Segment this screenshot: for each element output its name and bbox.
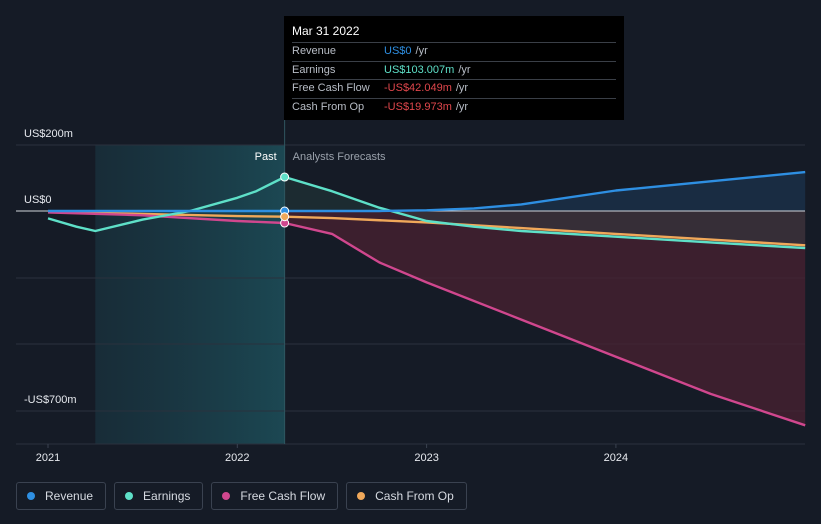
- legend-label: Revenue: [45, 489, 94, 503]
- chart-legend: Revenue Earnings Free Cash Flow Cash Fro…: [16, 482, 467, 510]
- tooltip-unit: /yr: [455, 82, 469, 94]
- y-tick-label: US$200m: [24, 128, 73, 140]
- legend-dot-icon: [222, 492, 231, 500]
- tooltip-value-revenue: US$0: [384, 45, 412, 57]
- tooltip-label: Free Cash Flow: [292, 82, 370, 94]
- marker-earnings: [280, 172, 290, 182]
- legend-item-free-cash-flow[interactable]: Free Cash Flow: [211, 482, 339, 510]
- legend-item-cash-from-op[interactable]: Cash From Op: [346, 482, 467, 510]
- legend-dot-icon: [125, 492, 134, 500]
- tooltip-row-cash-from-op: Cash From Op -US$19.973m /yr: [292, 97, 616, 117]
- tooltip-row-revenue: Revenue US$0 /yr: [292, 42, 616, 61]
- y-tick-label: -US$700m: [24, 394, 77, 406]
- tooltip-unit: /yr: [458, 63, 471, 76]
- x-tick-label: 2023: [414, 452, 438, 464]
- past-region: [95, 145, 285, 444]
- tooltip-value-cash-from-op: -US$19.973m: [384, 100, 452, 113]
- legend-label: Earnings: [143, 489, 191, 503]
- tooltip-unit: /yr: [455, 100, 469, 113]
- revenue-area: [284, 172, 806, 211]
- x-tick-label: 2022: [225, 452, 249, 464]
- tooltip-unit: /yr: [415, 45, 428, 57]
- legend-item-earnings[interactable]: Earnings: [114, 482, 204, 510]
- series-line-cash-from-op: [47, 210, 806, 247]
- past-label: Past: [255, 151, 277, 163]
- tooltip-value-earnings: US$103.007m: [384, 63, 455, 76]
- legend-label: Cash From Op: [375, 489, 454, 503]
- x-tick-label: 2024: [604, 452, 628, 464]
- tooltip-label: Earnings: [292, 63, 336, 76]
- tooltip-date: Mar 31 2022: [292, 24, 360, 38]
- marker-cash-from-op: [280, 212, 290, 222]
- tooltip-label: Revenue: [292, 45, 337, 57]
- tooltip-value-free-cash-flow: -US$42.049m: [384, 82, 452, 94]
- legend-dot-icon: [27, 492, 35, 500]
- series-line-revenue: [48, 170, 806, 213]
- legend-dot-icon: [357, 492, 366, 500]
- free-cash-flow-area: [284, 211, 806, 426]
- forecast-label: Analysts Forecasts: [293, 151, 386, 163]
- earnings-area: [284, 177, 806, 249]
- series-line-earnings: [47, 175, 806, 250]
- data-tooltip: Mar 31 2022 Revenue US$0 /yr Earnings US…: [284, 16, 624, 120]
- legend-label: Free Cash Flow: [240, 489, 326, 503]
- x-tick-label: 2021: [36, 452, 60, 464]
- tooltip-row-free-cash-flow: Free Cash Flow -US$42.049m /yr: [292, 79, 616, 98]
- tooltip-row-earnings: Earnings US$103.007m /yr: [292, 60, 616, 80]
- y-tick-label: US$0: [24, 194, 52, 206]
- series-line-free-cash-flow: [47, 211, 806, 427]
- legend-item-revenue[interactable]: Revenue: [16, 482, 107, 510]
- tooltip-label: Cash From Op: [292, 100, 365, 113]
